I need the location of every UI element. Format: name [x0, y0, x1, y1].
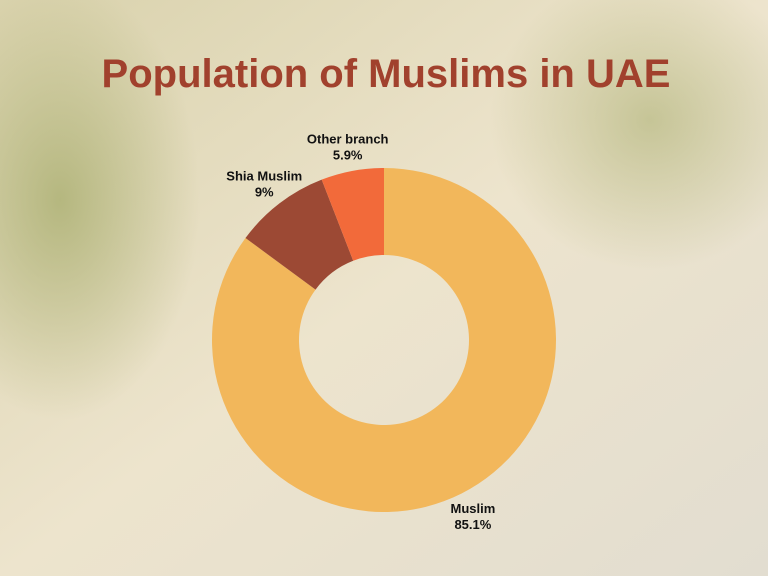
donut-slice	[212, 168, 557, 512]
donut-slice	[321, 168, 384, 261]
slice-label: Other branch	[307, 131, 389, 146]
slice-value-label: 5.9%	[333, 147, 363, 162]
donut-slice	[245, 179, 354, 290]
slice-value-label: 85.1%	[454, 517, 491, 532]
slice-value-label: 9%	[255, 185, 274, 200]
background-foliage	[0, 0, 200, 420]
background-foliage	[490, 0, 768, 270]
slice-label: Shia Muslim	[226, 169, 302, 184]
chart-title: Population of Muslims in UAE	[102, 52, 671, 96]
slice-label: Muslim	[450, 501, 495, 516]
